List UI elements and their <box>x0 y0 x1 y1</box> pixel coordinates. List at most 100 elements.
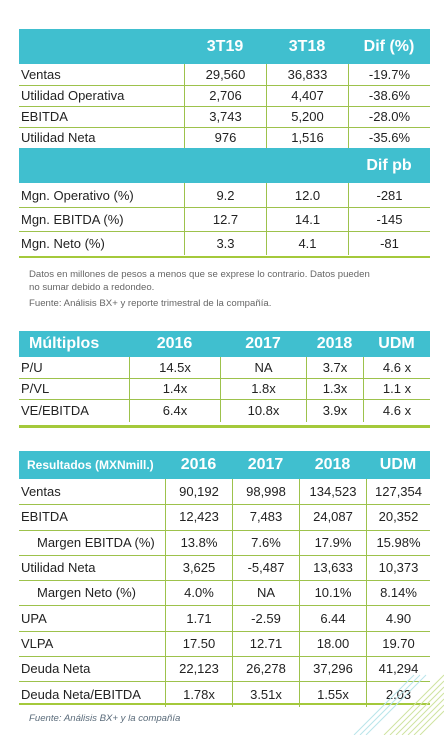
table-header: Resultados (MXNmill.) 2016 2017 2018 UDM <box>19 451 430 479</box>
table-cell: 41,294 <box>366 656 430 682</box>
note-line: no sumar debido a redondeo. <box>29 282 155 293</box>
table-cell: 1.1 x <box>363 378 430 399</box>
table-subheader: Dif pb <box>19 148 430 183</box>
decorative-stripes <box>353 674 444 735</box>
col-header: Dif pb <box>366 156 412 174</box>
col-header: Dif (%) <box>363 37 415 55</box>
row-label: EBITDA <box>21 509 68 525</box>
table-cell: 22,123 <box>165 656 232 682</box>
table-row: Margen EBITDA (%) 13.8% 7.6% 17.9% 15.98% <box>19 529 430 556</box>
table-cell: 4,407 <box>266 85 348 106</box>
table-cell: 134,523 <box>299 479 366 505</box>
row-label: Deuda Neta/EBITDA <box>21 686 141 702</box>
table-cell: 6.4x <box>129 399 220 422</box>
row-label: Ventas <box>21 484 61 500</box>
table-row: Ventas 29,560 36,833 -19.7% <box>19 64 430 86</box>
col-header: 3T19 <box>206 37 244 55</box>
col-header: 3T18 <box>288 37 326 55</box>
table-cell: NA <box>232 580 299 606</box>
col-header: UDM <box>378 335 415 352</box>
table-cell: 3,743 <box>184 106 266 127</box>
col-header: Resultados (MXNmill.) <box>27 458 154 472</box>
source-note: Fuente: Análisis BX+ y la compañía <box>29 713 181 724</box>
table-cell: -81 <box>348 231 430 255</box>
col-header: 2018 <box>314 456 351 473</box>
table-row: VE/EBITDA 6.4x 10.8x 3.9x 4.6 x <box>19 399 430 422</box>
table-cell: 19.70 <box>366 630 430 657</box>
row-label: Margen EBITDA (%) <box>37 534 155 550</box>
table-row: Ventas 90,192 98,998 134,523 127,354 <box>19 479 430 506</box>
table-cell: NA <box>220 357 306 378</box>
row-label: UPA <box>21 610 47 626</box>
table-row: P/U 14.5x NA 3.7x 4.6 x <box>19 357 430 379</box>
table-row: P/VL 1.4x 1.8x 1.3x 1.1 x <box>19 378 430 400</box>
row-label: Ventas <box>21 67 61 82</box>
table-cell: 36,833 <box>266 64 348 85</box>
table-cell: 12.71 <box>232 630 299 657</box>
table-row: Margen Neto (%) 4.0% NA 10.1% 8.14% <box>19 580 430 607</box>
row-label: Utilidad Operativa <box>21 88 125 103</box>
table-cell: 1.71 <box>165 605 232 631</box>
table-cell: -28.0% <box>348 106 430 127</box>
table-cell: 9.2 <box>184 183 266 207</box>
row-label: VLPA <box>21 635 54 651</box>
table-row: Mgn. Neto (%) 3.3 4.1 -81 <box>19 231 430 255</box>
row-label: Mgn. Operativo (%) <box>21 187 134 203</box>
table-cell: 15.98% <box>366 529 430 555</box>
row-label: Utilidad Neta <box>21 560 96 576</box>
col-header: 2016 <box>156 335 193 352</box>
col-header: 2017 <box>247 456 284 473</box>
row-label: P/VL <box>21 381 50 396</box>
table-cell: 12,423 <box>165 504 232 530</box>
table-cell: 10.1% <box>299 580 366 606</box>
table-cell: 1.8x <box>220 378 306 399</box>
table-cell: 5,200 <box>266 106 348 127</box>
table-row: VLPA 17.50 12.71 18.00 19.70 <box>19 630 430 658</box>
table-cell: 1.78x <box>165 681 232 707</box>
table-row: Utilidad Operativa 2,706 4,407 -38.6% <box>19 85 430 107</box>
divider <box>19 425 430 428</box>
table-cell: 14.5x <box>129 357 220 378</box>
col-header: 2016 <box>180 456 217 473</box>
table-header: Múltiplos 2016 2017 2018 UDM <box>19 331 430 357</box>
table-cell: 37,296 <box>299 656 366 682</box>
table-cell: 4.6 x <box>363 357 430 378</box>
table-cell: 12.0 <box>266 183 348 207</box>
table-cell: -5,487 <box>232 554 299 581</box>
table-cell: 1.4x <box>129 378 220 399</box>
table-cell: 17.50 <box>165 630 232 657</box>
table-cell: -145 <box>348 207 430 231</box>
table-cell: 976 <box>184 127 266 148</box>
table-cell: 18.00 <box>299 630 366 657</box>
table-cell: -38.6% <box>348 85 430 106</box>
table-row: EBITDA 3,743 5,200 -28.0% <box>19 106 430 128</box>
table-cell: 4.0% <box>165 580 232 606</box>
table-cell: 13.8% <box>165 529 232 555</box>
table-cell: 8.14% <box>366 580 430 606</box>
table-cell: 17.9% <box>299 529 366 555</box>
table-cell: 26,278 <box>232 656 299 682</box>
note-line: Datos en millones de pesos a menos que s… <box>29 269 370 280</box>
table-cell: 3.9x <box>306 399 363 422</box>
table-cell: -281 <box>348 183 430 207</box>
table-cell: 7.6% <box>232 529 299 555</box>
table-row: UPA 1.71 -2.59 6.44 4.90 <box>19 605 430 632</box>
results-quarter-table: 3T19 3T18 Dif (%) Ventas 29,560 36,833 -… <box>19 29 430 256</box>
table-cell: 1.3x <box>306 378 363 399</box>
table-header: 3T19 3T18 Dif (%) <box>19 29 430 64</box>
row-label: Utilidad Neta <box>21 130 96 145</box>
row-label: P/U <box>21 360 43 375</box>
table-cell: 10,373 <box>366 554 430 581</box>
source-note: Fuente: Análisis BX+ y reporte trimestra… <box>29 298 272 309</box>
col-header: UDM <box>379 456 417 473</box>
table-cell: 29,560 <box>184 64 266 85</box>
divider <box>19 256 430 258</box>
table-cell: 3.51x <box>232 681 299 707</box>
divider <box>19 703 430 705</box>
table-cell: 7,483 <box>232 504 299 530</box>
table-cell: 14.1 <box>266 207 348 231</box>
annual-results-table: Resultados (MXNmill.) 2016 2017 2018 UDM… <box>19 451 430 707</box>
row-label: Mgn. Neto (%) <box>21 235 105 251</box>
table-cell: 24,087 <box>299 504 366 530</box>
table-row: Mgn. Operativo (%) 9.2 12.0 -281 <box>19 183 430 208</box>
